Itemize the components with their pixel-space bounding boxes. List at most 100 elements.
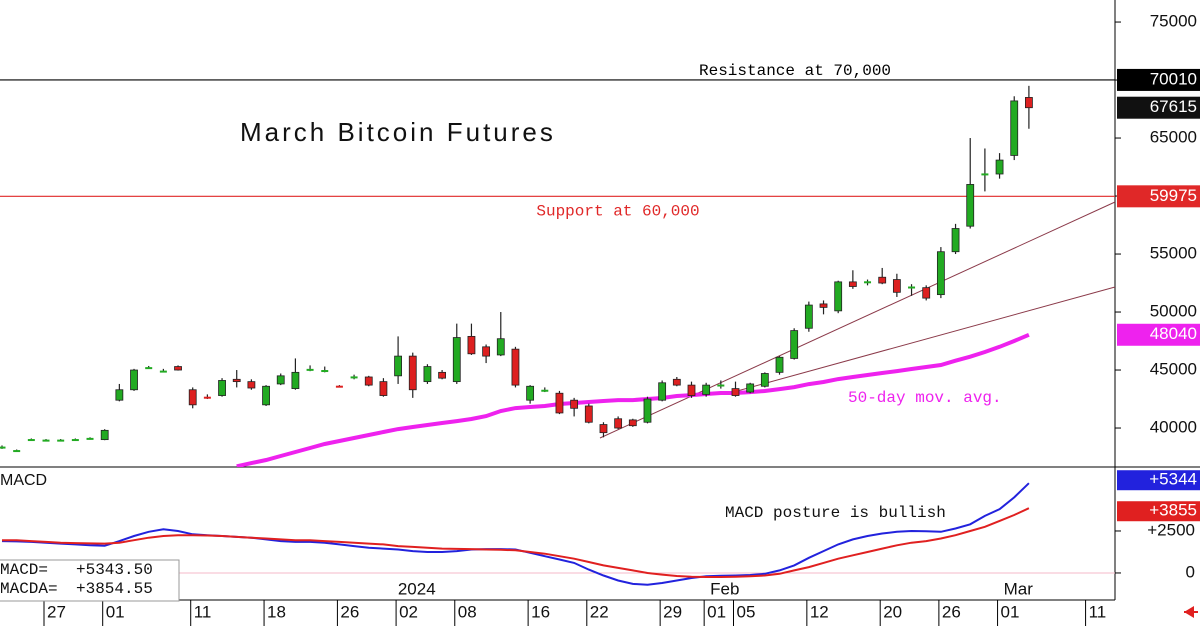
x-tick-label: 11 — [194, 602, 212, 621]
candle-body — [760, 373, 769, 387]
candle-body — [599, 424, 608, 434]
candle-body — [1025, 97, 1033, 109]
candle-body — [276, 375, 285, 385]
candle-body — [819, 303, 828, 308]
candle-body — [702, 384, 711, 395]
readout-value: +5343.50 — [76, 561, 153, 579]
candle-body — [848, 281, 857, 287]
x-tick-label: 29 — [663, 602, 682, 621]
candle-body — [203, 396, 211, 399]
candle-body — [174, 366, 182, 371]
candle-body — [13, 450, 21, 453]
x-tick-label: 01 — [1001, 602, 1020, 621]
candle-body — [834, 281, 843, 312]
y-tick-label: 55000 — [1150, 244, 1197, 263]
candle-body — [981, 173, 989, 176]
level-label: Support at 60,000 — [536, 203, 699, 221]
price-tag — [1117, 323, 1200, 346]
x-tick-label: 20 — [883, 602, 902, 621]
x-tick-label: 02 — [399, 602, 418, 621]
month-label: Mar — [1004, 579, 1034, 598]
candle-body — [379, 381, 388, 396]
candle-body — [804, 304, 813, 329]
x-tick-label: 01 — [106, 602, 125, 621]
x-tick-label: 27 — [47, 602, 66, 621]
candle-body — [687, 384, 696, 396]
candle-body — [159, 370, 167, 373]
x-tick-label: 22 — [590, 602, 609, 621]
candle-body — [892, 279, 901, 293]
candle-body — [628, 419, 637, 427]
candle-body — [658, 382, 667, 401]
candle-body — [511, 348, 520, 386]
macd-title: MACD — [0, 472, 47, 489]
x-tick-label: 05 — [737, 602, 756, 621]
candle-body — [775, 356, 784, 373]
y2-tick-label: 0 — [1186, 562, 1195, 581]
trend-line — [599, 201, 1116, 439]
candle-body — [966, 184, 975, 227]
candle-body — [570, 399, 579, 409]
candle-body — [908, 286, 916, 289]
x-tick-label: 18 — [267, 602, 286, 621]
moving-average — [236, 332, 1030, 467]
readout-value: +3854.55 — [76, 580, 153, 598]
candle-body — [100, 429, 109, 441]
y-tick-label: 50000 — [1150, 302, 1197, 321]
y-tick-label: 75000 — [1150, 12, 1197, 31]
candle-body — [394, 355, 402, 377]
candle-body — [364, 376, 373, 386]
candle-body — [57, 439, 65, 442]
candle-body — [467, 335, 476, 355]
y2-tick-label: +2500 — [1147, 520, 1195, 539]
candle-body — [790, 330, 799, 359]
candle-body — [247, 381, 256, 389]
candle-body — [262, 385, 270, 406]
y-tick-label: 45000 — [1150, 360, 1197, 379]
candle-body — [643, 398, 652, 423]
candle-body — [115, 389, 124, 401]
candle-body — [423, 366, 432, 383]
price-tag — [1117, 96, 1200, 119]
x-tick-label: 11 — [1089, 602, 1107, 621]
candle-body — [130, 369, 138, 391]
candle-body — [335, 385, 343, 388]
readout-box — [0, 559, 180, 602]
macd-tag-label: +3855 — [1149, 501, 1197, 520]
candle-body — [86, 437, 94, 440]
price-tag — [1117, 185, 1200, 208]
candle-body — [584, 405, 593, 423]
candle-body — [864, 281, 872, 284]
candle-body — [672, 378, 681, 386]
candle-body — [321, 370, 329, 373]
candle-body — [731, 388, 740, 396]
candle-body — [541, 389, 549, 392]
candle-body — [717, 384, 725, 387]
price-tag-label: 48040 — [1150, 324, 1197, 343]
price-plot — [0, 85, 1033, 467]
price-tag-label: 70010 — [1150, 69, 1197, 88]
candle-body — [145, 367, 153, 370]
candle-body — [746, 383, 755, 393]
price-tag-label: 67615 — [1150, 97, 1197, 116]
y-tick-label: 40000 — [1150, 418, 1197, 437]
candle-body — [995, 159, 1004, 175]
candle-body — [42, 439, 50, 442]
candle-body — [452, 337, 461, 383]
level-label: Resistance at 70,000 — [699, 62, 891, 80]
price-tag-label: 59975 — [1150, 186, 1197, 205]
x-tick-label: 26 — [942, 602, 961, 621]
candle-body — [482, 346, 491, 357]
trend-line — [729, 286, 1116, 394]
candle-body — [526, 385, 535, 401]
candle-body — [496, 338, 505, 356]
readout-name: MACDA= — [0, 580, 58, 598]
candle-body — [291, 371, 300, 389]
month-label: 2024 — [398, 579, 436, 598]
macd-line — [2, 507, 1030, 578]
candle-body — [1010, 100, 1019, 156]
candle-body — [614, 418, 623, 429]
x-tick-label: 01 — [707, 602, 726, 621]
